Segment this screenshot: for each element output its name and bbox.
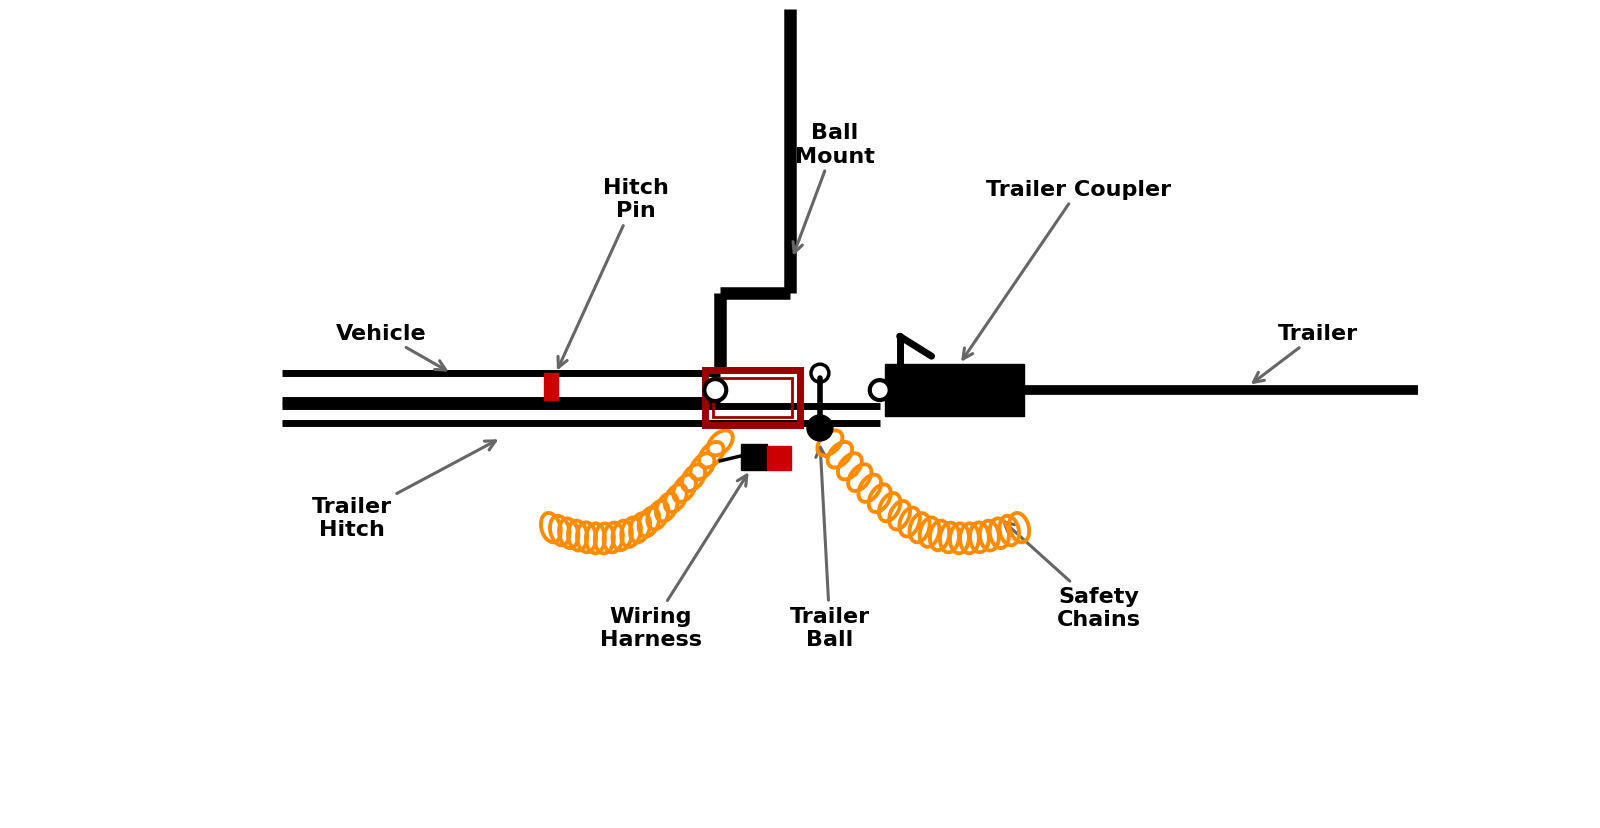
Bar <box>714 378 792 417</box>
Circle shape <box>870 381 890 401</box>
Text: Trailer: Trailer <box>1253 324 1358 383</box>
Text: Hitch
Pin: Hitch Pin <box>558 178 669 368</box>
Text: Safety
Chains: Safety Chains <box>1003 522 1141 629</box>
Text: Trailer Coupler: Trailer Coupler <box>963 180 1171 359</box>
Bar <box>544 373 558 401</box>
Text: Trailer
Ball: Trailer Ball <box>790 448 870 649</box>
Text: Ball
Mount: Ball Mount <box>794 123 875 253</box>
Bar <box>885 364 1024 416</box>
Text: Trailer
Hitch: Trailer Hitch <box>312 441 496 540</box>
Bar <box>706 371 800 426</box>
Bar <box>741 445 766 470</box>
Text: Vehicle: Vehicle <box>336 324 446 371</box>
Circle shape <box>704 380 726 402</box>
Text: Wiring
Harness: Wiring Harness <box>600 475 747 649</box>
Bar <box>766 446 790 470</box>
Circle shape <box>806 416 834 441</box>
